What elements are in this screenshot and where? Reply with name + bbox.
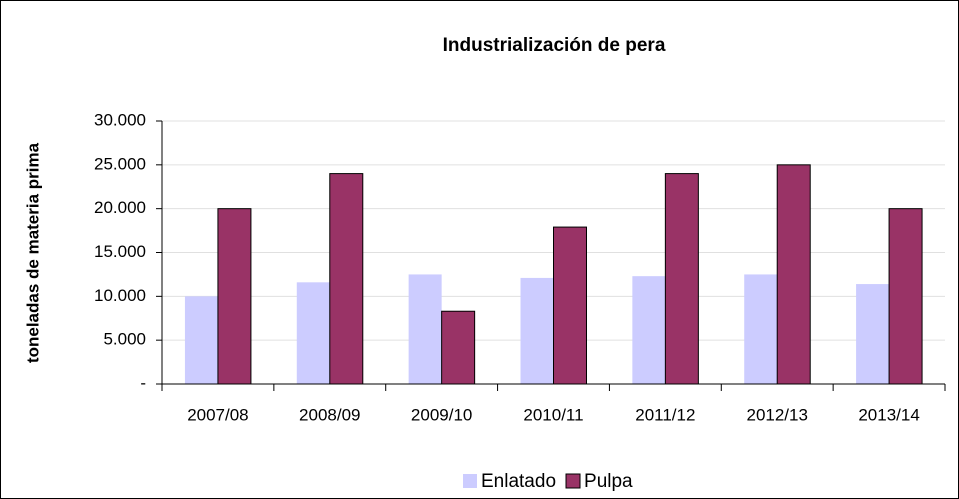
x-tick-label: 2012/13 [746, 405, 807, 424]
y-tick-label: 25.000 [94, 154, 146, 173]
legend-label: Enlatado [481, 471, 556, 492]
y-tick-label: 20.000 [94, 198, 146, 217]
legend-swatch [565, 473, 581, 489]
bar [856, 284, 890, 384]
x-tick-label: 2008/09 [299, 405, 360, 424]
bar [329, 173, 364, 385]
y-tick-label: 15.000 [94, 242, 146, 261]
bar [217, 208, 252, 385]
y-tick-label: 10.000 [94, 286, 146, 305]
bar [184, 296, 218, 384]
bar [744, 274, 778, 384]
x-tick-label: 2007/08 [187, 405, 248, 424]
bar [776, 164, 811, 385]
bar [441, 310, 476, 385]
bar [664, 173, 699, 385]
y-tick-label: - [140, 373, 146, 392]
x-tick-label: 2013/14 [858, 405, 919, 424]
legend-swatch [463, 474, 477, 488]
legend-label: Pulpa [584, 471, 633, 492]
bar [520, 277, 554, 384]
bar [632, 276, 666, 384]
x-tick-label: 2009/10 [411, 405, 472, 424]
x-tick-label: 2010/11 [523, 405, 583, 424]
bar [408, 274, 442, 384]
y-axis-label: toneladas de materia prima [23, 142, 42, 363]
y-tick-label: 30.000 [94, 110, 146, 129]
bar [296, 282, 330, 384]
bar [888, 208, 923, 385]
x-tick-label: 2011/12 [635, 405, 695, 424]
y-tick-label: 5.000 [103, 330, 146, 349]
chart-title: Industrialización de pera [443, 35, 666, 56]
bar [553, 226, 587, 385]
